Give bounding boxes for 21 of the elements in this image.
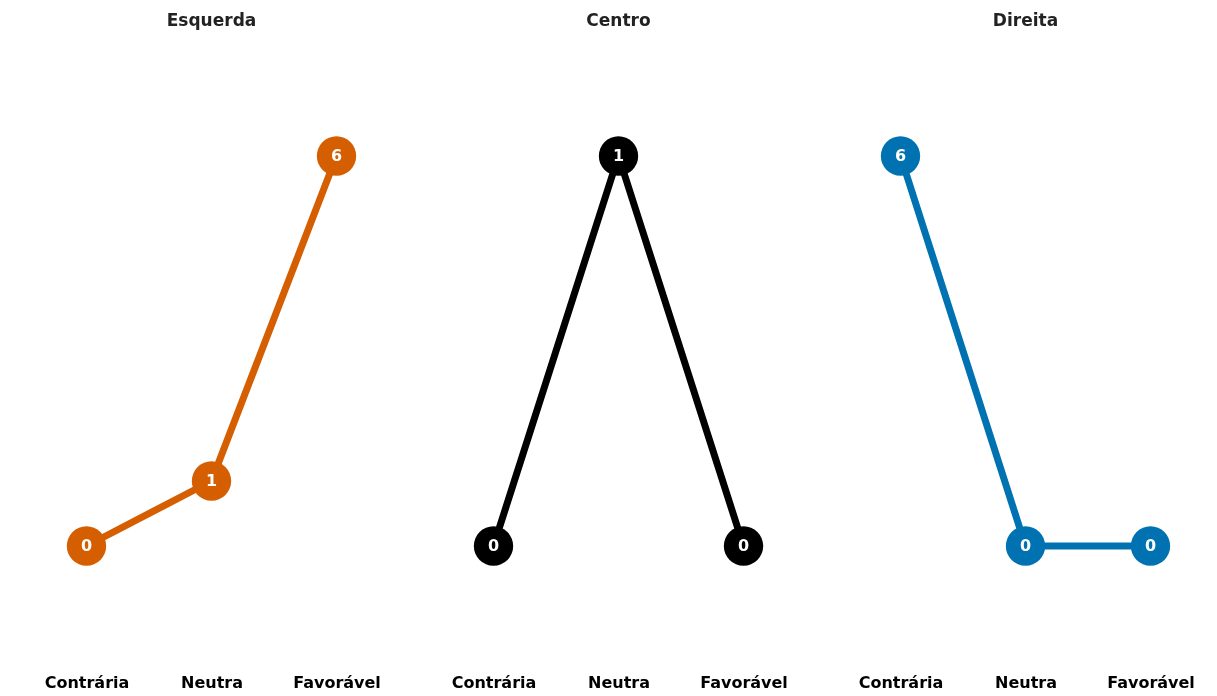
data-label: 0 — [487, 536, 500, 555]
chart-title: Esquerda — [166, 10, 257, 30]
x-tick-label: Neutra — [995, 672, 1057, 692]
x-tick-label: Contrária — [44, 672, 130, 692]
x-tick-label: Neutra — [588, 672, 650, 692]
data-label: 0 — [80, 536, 93, 555]
chart-title: Direita — [992, 10, 1059, 30]
x-tick-label: Contrária — [451, 672, 537, 692]
data-label: 6 — [330, 146, 343, 165]
x-tick-label: Favorável — [700, 672, 788, 692]
x-tick-label: Contrária — [858, 672, 944, 692]
x-tick-label: Favorável — [293, 672, 381, 692]
data-label: 0 — [737, 536, 750, 555]
data-label: 1 — [205, 471, 218, 490]
data-label: 1 — [612, 146, 625, 165]
x-tick-label: Neutra — [181, 672, 243, 692]
data-label: 0 — [1019, 536, 1032, 555]
data-label: 0 — [1144, 536, 1157, 555]
x-tick-label: Favorável — [1107, 672, 1195, 692]
data-label: 6 — [894, 146, 907, 165]
chart-title: Centro — [586, 10, 651, 30]
